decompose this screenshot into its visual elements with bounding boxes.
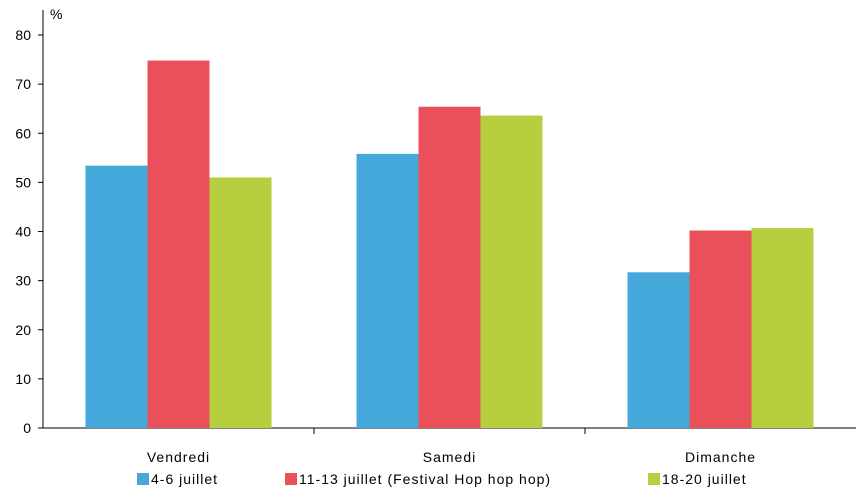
category-label: Dimanche: [685, 449, 756, 465]
y-tick-label: 50: [15, 174, 31, 190]
x-axis: Vendredi Samedi Dimanche: [43, 427, 856, 465]
bar: [627, 272, 690, 428]
legend-label: 4-6 juillet: [151, 471, 218, 487]
bar: [480, 115, 543, 428]
legend-item: 4-6 juillet: [137, 471, 218, 487]
legend-label: 18-20 juillet: [662, 471, 747, 487]
category-label: Samedi: [423, 449, 476, 465]
legend-item: 18-20 juillet: [648, 471, 747, 487]
bars: [85, 60, 814, 429]
bar: [209, 177, 272, 428]
bar: [356, 153, 419, 428]
bar: [147, 60, 210, 429]
y-axis: % 0 10 20 30 40 50 60 70 80: [15, 6, 62, 436]
y-tick-label: 0: [23, 420, 31, 436]
bar: [85, 165, 148, 429]
y-tick-label: 10: [15, 371, 31, 387]
legend-item: 11-13 juillet (Festival Hop hop hop): [285, 471, 551, 487]
y-axis-unit-label: %: [50, 6, 62, 22]
legend: 4-6 juillet 11-13 juillet (Festival Hop h…: [137, 471, 747, 487]
y-tick-label: 70: [15, 76, 31, 92]
y-tick-label: 60: [15, 125, 31, 141]
legend-swatch: [648, 473, 660, 485]
bar: [418, 106, 481, 428]
category-label: Vendredi: [147, 449, 210, 465]
legend-swatch: [285, 473, 297, 485]
y-tick-label: 30: [15, 273, 31, 289]
bar: [689, 230, 752, 428]
legend-label: 11-13 juillet (Festival Hop hop hop): [299, 471, 551, 487]
y-tick-label: 20: [15, 322, 31, 338]
y-tick-label: 80: [15, 27, 31, 43]
bar: [751, 228, 814, 428]
y-tick-label: 40: [15, 224, 31, 240]
legend-swatch: [137, 473, 149, 485]
